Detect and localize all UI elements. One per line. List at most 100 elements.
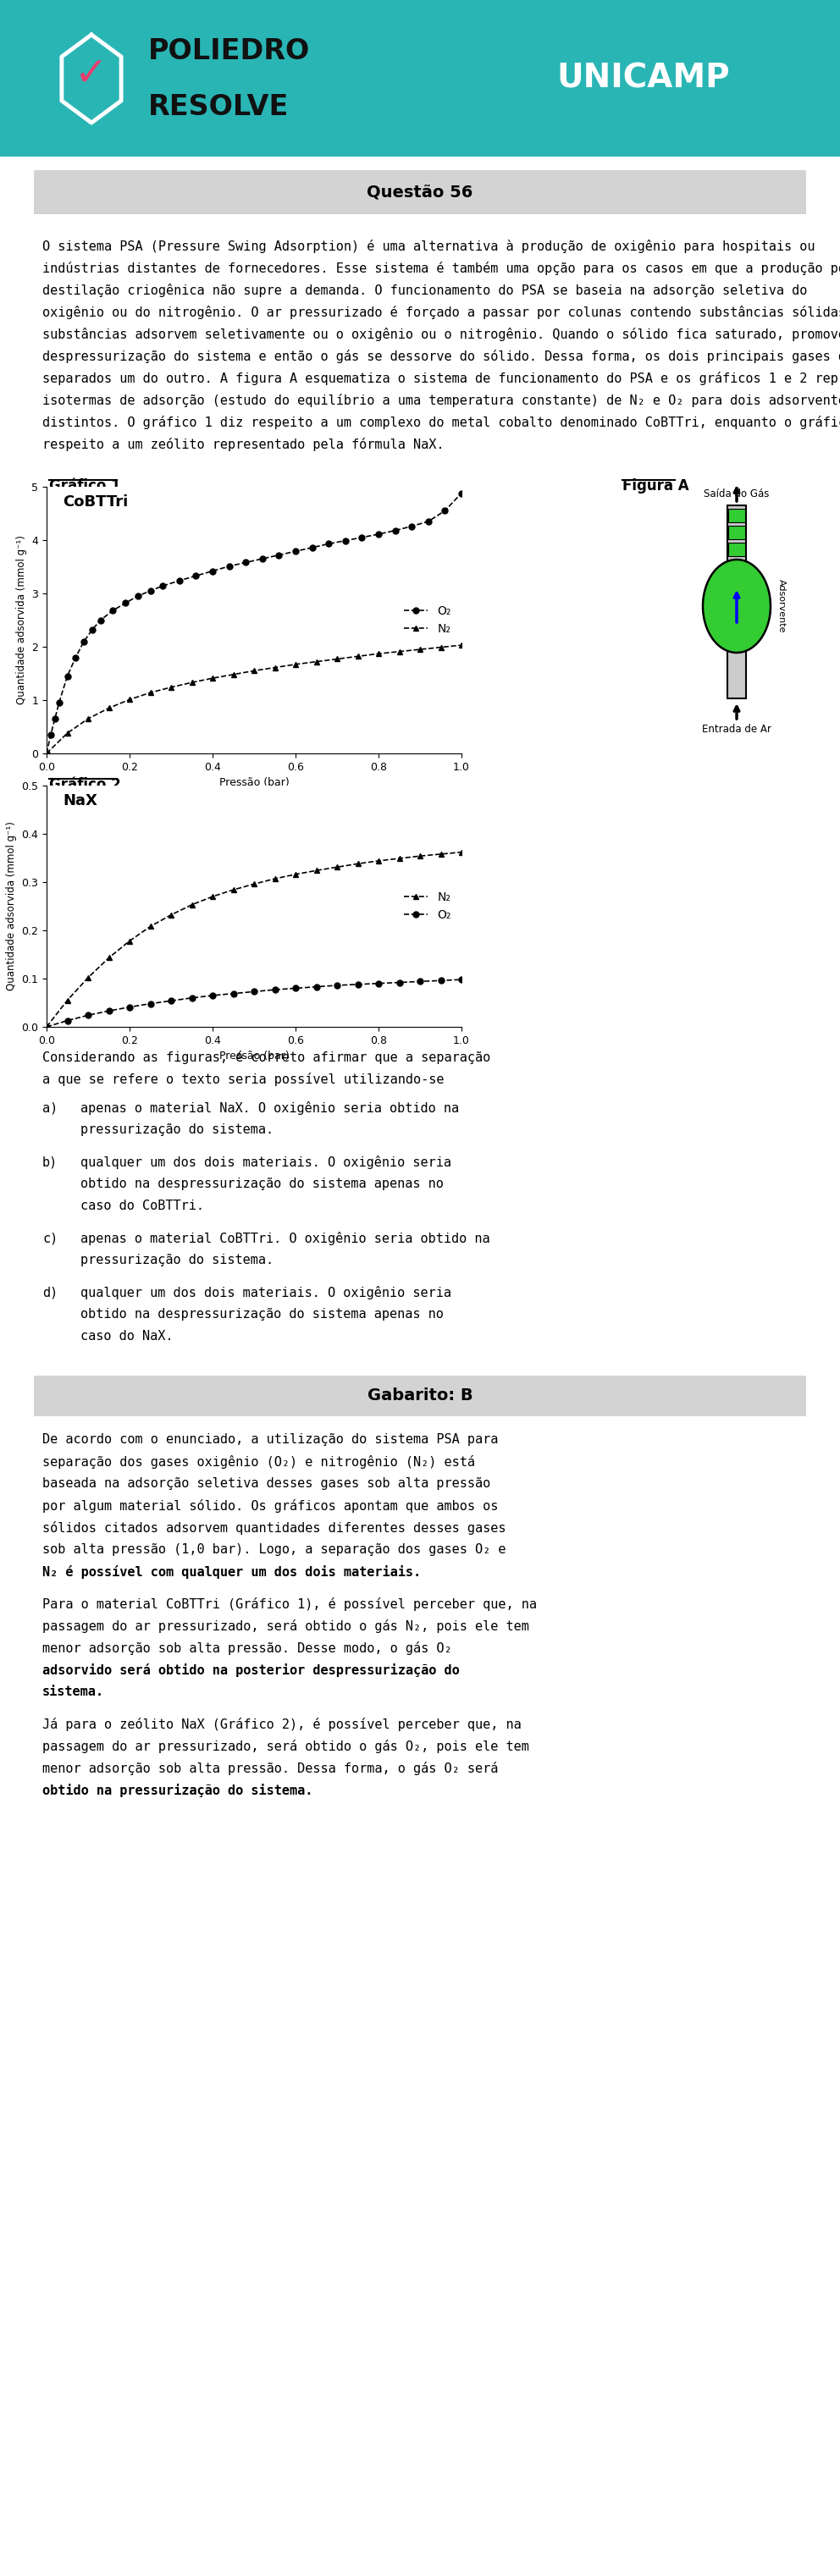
Text: Entrada de Ar: Entrada de Ar: [702, 724, 771, 734]
Y-axis label: Quantidade adsorvida (mmol g⁻¹): Quantidade adsorvida (mmol g⁻¹): [16, 536, 27, 706]
N₂: [312, 647, 322, 677]
N₂: [270, 652, 280, 683]
N₂: [62, 984, 72, 1015]
N₂: [104, 693, 114, 724]
N₂: [83, 703, 93, 734]
O₂: [249, 976, 259, 1007]
Text: respeito a um zeólito representado pela fórmula NaX.: respeito a um zeólito representado pela …: [42, 438, 444, 451]
Text: passagem do ar pressurizado, será obtido o gás N₂, pois ele tem: passagem do ar pressurizado, será obtido…: [42, 1620, 529, 1633]
Text: a): a): [42, 1103, 58, 1113]
O₂: [120, 587, 130, 618]
Text: obtido na despressurização do sistema apenas no: obtido na despressurização do sistema ap…: [81, 1177, 444, 1190]
N₂: [291, 858, 301, 889]
N₂: [456, 837, 466, 868]
Text: d): d): [42, 1285, 58, 1298]
Ellipse shape: [703, 559, 770, 652]
Text: pressurização do sistema.: pressurização do sistema.: [81, 1255, 274, 1267]
N₂: [436, 840, 446, 871]
Text: sólidos citados adsorvem quantidades diferentes desses gases: sólidos citados adsorvem quantidades dif…: [42, 1522, 506, 1535]
N₂: [270, 863, 280, 894]
O₂: [87, 613, 97, 644]
Text: apenas o material NaX. O oxigênio seria obtido na: apenas o material NaX. O oxigênio seria …: [81, 1103, 459, 1115]
O₂: [270, 974, 280, 1005]
N₂: [41, 1012, 51, 1043]
X-axis label: Pressão (bar): Pressão (bar): [219, 778, 289, 788]
O₂: [374, 518, 384, 549]
O₂: [394, 966, 404, 997]
Text: qualquer um dos dois materiais. O oxigênio seria: qualquer um dos dois materiais. O oxigên…: [81, 1157, 451, 1170]
N₂: [456, 629, 466, 659]
O₂: [353, 969, 363, 999]
Text: substâncias adsorvem seletivamente ou o oxigênio ou o nitrogênio. Quando o sólid: substâncias adsorvem seletivamente ou o …: [42, 327, 840, 340]
Text: Considerando as figuras, é correto afirmar que a separação: Considerando as figuras, é correto afirm…: [42, 1051, 491, 1064]
N₂: [166, 899, 176, 930]
O₂: [83, 999, 93, 1030]
Text: obtido na pressurização do sistema.: obtido na pressurização do sistema.: [42, 1783, 312, 1798]
N₂: [145, 912, 155, 943]
N₂: [145, 677, 155, 708]
Text: O sistema PSA (Pressure Swing Adsorption) é uma alternativa à produção de oxigên: O sistema PSA (Pressure Swing Adsorption…: [42, 240, 815, 252]
O₂: [407, 510, 417, 541]
N₂: [228, 659, 239, 690]
N₂: [124, 685, 134, 716]
O₂: [207, 556, 218, 587]
N₂: [415, 634, 425, 665]
O₂: [436, 966, 446, 997]
Line: O₂: O₂: [44, 489, 465, 757]
Legend: O₂, N₂: O₂, N₂: [399, 600, 455, 639]
Text: por algum material sólido. Os gráficos apontam que ambos os: por algum material sólido. Os gráficos a…: [42, 1499, 498, 1512]
O₂: [332, 971, 342, 1002]
Text: oxigênio ou do nitrogênio. O ar pressurizado é forçado a passar por colunas cont: oxigênio ou do nitrogênio. O ar pressuri…: [42, 307, 840, 319]
N₂: [104, 943, 114, 974]
Line: N₂: N₂: [44, 641, 465, 757]
N₂: [332, 853, 342, 884]
O₂: [307, 533, 318, 564]
O₂: [340, 526, 350, 556]
Bar: [34, 1376, 806, 1417]
N₂: [62, 719, 72, 750]
O₂: [145, 989, 155, 1020]
N₂: [436, 631, 446, 662]
N₂: [41, 737, 51, 768]
Text: adsorvido será obtido na posterior despressurização do: adsorvido será obtido na posterior despr…: [42, 1664, 459, 1677]
O₂: [62, 659, 72, 690]
Text: menor adsorção sob alta pressão. Dessa forma, o gás O₂ será: menor adsorção sob alta pressão. Dessa f…: [42, 1762, 498, 1775]
O₂: [41, 1012, 51, 1043]
N₂: [249, 654, 259, 685]
O₂: [312, 971, 322, 1002]
N₂: [394, 842, 404, 873]
Text: Figura A: Figura A: [622, 479, 689, 495]
O₂: [50, 703, 60, 734]
Text: separados um do outro. A figura A esquematiza o sistema de funcionamento do PSA : separados um do outro. A figura A esquem…: [42, 371, 840, 386]
N₂: [186, 889, 197, 920]
O₂: [186, 981, 197, 1012]
Text: RESOLVE: RESOLVE: [148, 93, 289, 121]
Text: baseada na adsorção seletiva desses gases sob alta pressão: baseada na adsorção seletiva desses gase…: [42, 1476, 491, 1489]
Text: caso do CoBTTri.: caso do CoBTTri.: [81, 1200, 204, 1213]
O₂: [291, 974, 301, 1005]
O₂: [456, 963, 466, 994]
O₂: [456, 477, 466, 507]
N₂: [415, 840, 425, 871]
Bar: [727, 505, 746, 698]
Text: destilação criogênica não supre a demanda. O funcionamento do PSA se baseia na a: destilação criogênica não supre a demand…: [42, 283, 807, 296]
O₂: [241, 546, 251, 577]
Text: NaX: NaX: [63, 793, 97, 809]
Text: Gráfico 1: Gráfico 1: [49, 479, 121, 495]
O₂: [440, 495, 450, 526]
Line: O₂: O₂: [44, 976, 465, 1030]
O₂: [79, 626, 89, 657]
Text: sob alta pressão (1,0 bar). Logo, a separação dos gases O₂ e: sob alta pressão (1,0 bar). Logo, a sepa…: [42, 1543, 506, 1556]
Text: CoBTTri: CoBTTri: [63, 495, 129, 510]
O₂: [274, 538, 284, 569]
N₂: [207, 881, 218, 912]
Text: UNICAMP: UNICAMP: [557, 62, 730, 95]
N₂: [83, 963, 93, 994]
Text: isotermas de adsorção (estudo do equilíbrio a uma temperatura constante) de N₂ e: isotermas de adsorção (estudo do equilíb…: [42, 394, 840, 407]
Text: Adsorvente: Adsorvente: [777, 580, 785, 634]
X-axis label: Pressão (bar): Pressão (bar): [219, 1051, 289, 1061]
Text: Já para o zeólito NaX (Gráfico 2), é possível perceber que, na: Já para o zeólito NaX (Gráfico 2), é pos…: [42, 1718, 522, 1731]
O₂: [145, 574, 155, 605]
Bar: [728, 526, 745, 538]
Bar: [728, 510, 745, 523]
